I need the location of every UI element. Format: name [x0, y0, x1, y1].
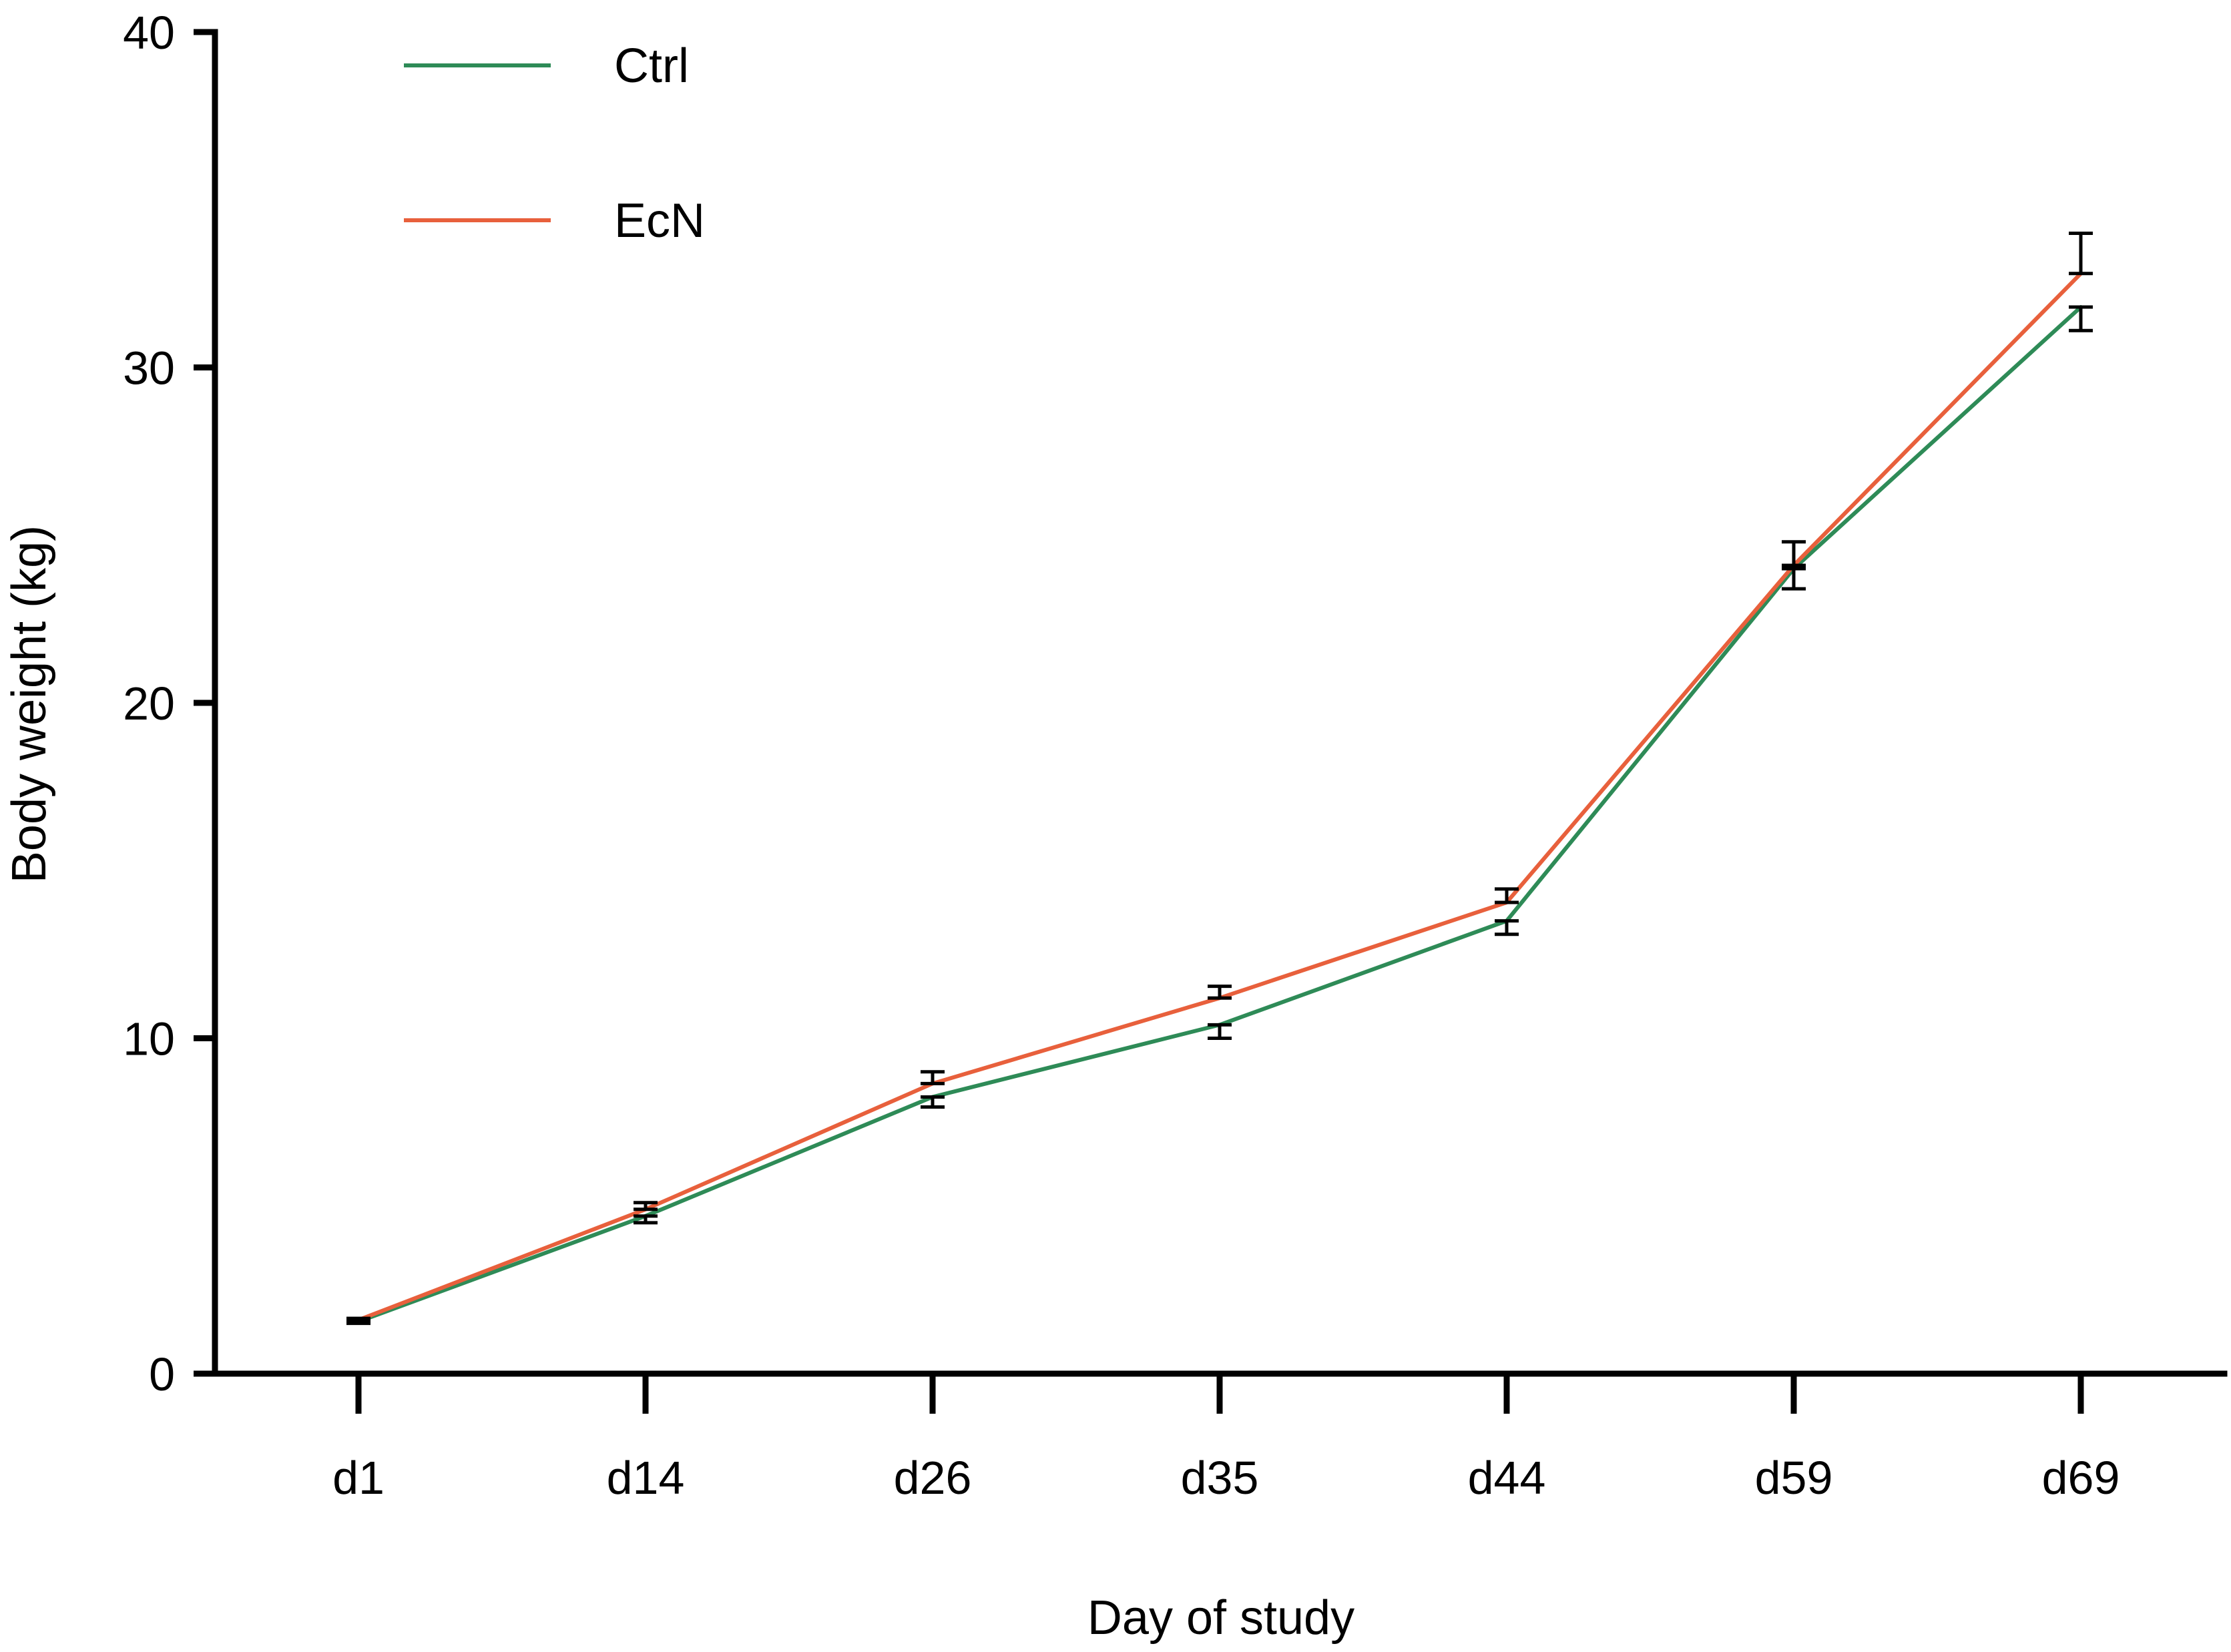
x-tick-label: d1 [332, 1452, 385, 1504]
legend-label-ecn: EcN [614, 194, 705, 248]
y-tick-label: 10 [123, 1013, 175, 1065]
x-tick-label: d59 [1755, 1452, 1833, 1504]
error-bar-ctrl [634, 1214, 658, 1225]
x-axis-title: Day of study [1087, 1591, 1354, 1645]
error-bar-ecn [346, 1316, 370, 1322]
legend-label-ctrl: Ctrl [614, 39, 689, 93]
y-tick-label: 30 [123, 342, 175, 394]
x-tick-label: d69 [2042, 1452, 2120, 1504]
error-bar-ecn [1208, 985, 1232, 1000]
series-line-ctrl [356, 305, 2083, 1324]
axes [212, 29, 2228, 1377]
error-bar-ctrl [2069, 305, 2093, 332]
error-bar-ecn [634, 1201, 658, 1211]
x-axis-ticks: d1 d14 d26 d35 d44 d59 d69 [332, 1374, 2120, 1504]
x-tick-label: d26 [894, 1452, 972, 1504]
error-bar-ecn [1495, 887, 1519, 904]
error-bar-ctrl [1208, 1023, 1232, 1040]
series-line-ecn [356, 271, 2083, 1322]
x-tick-label: d35 [1181, 1452, 1259, 1504]
y-axis-title: Body weight (kg) [3, 525, 56, 883]
error-bar-ecn [2069, 232, 2093, 276]
x-tick-label: d14 [607, 1452, 685, 1504]
error-bar-ecn [1782, 540, 1806, 567]
error-bar-ctrl [1782, 567, 1806, 591]
error-bar-ctrl [1495, 919, 1519, 936]
series-layer [356, 271, 2083, 1324]
error-bar-ctrl [346, 1320, 370, 1326]
legend: Ctrl EcN [404, 39, 705, 248]
error-bars-layer [346, 232, 2093, 1326]
error-bar-ctrl [921, 1095, 945, 1109]
y-tick-label: 0 [149, 1348, 175, 1400]
y-tick-label: 40 [123, 7, 175, 59]
error-bar-ecn [921, 1070, 945, 1085]
x-tick-label: d44 [1468, 1452, 1546, 1504]
y-axis-ticks: 0 10 20 30 40 [123, 7, 215, 1400]
y-tick-label: 20 [123, 677, 175, 730]
